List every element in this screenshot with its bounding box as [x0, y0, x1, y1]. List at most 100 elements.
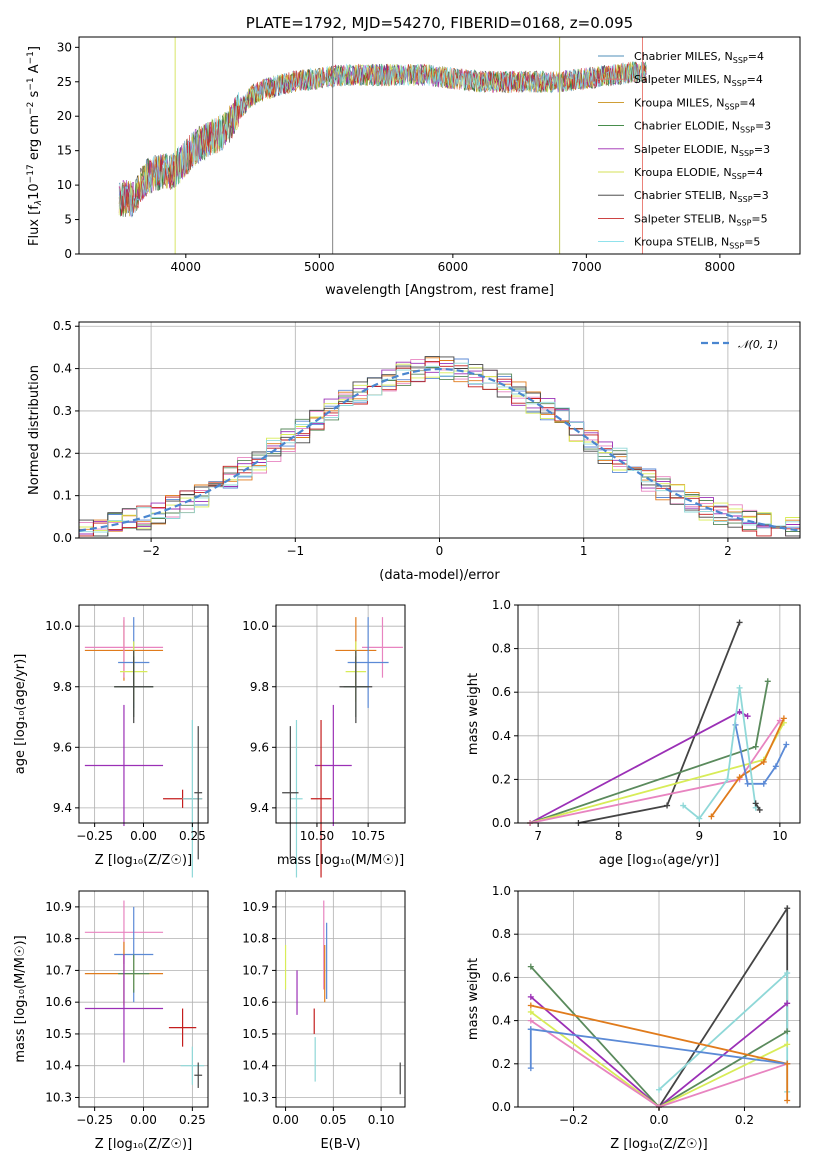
spectrum-y-tick-label: 15	[57, 144, 72, 158]
mwAge-marker	[744, 780, 751, 787]
spectrum-y-tick-label: 5	[64, 213, 72, 227]
mwZ-series-line	[530, 1004, 788, 1065]
mwZ-marker	[784, 1041, 791, 1048]
histogram-series	[79, 362, 800, 533]
ageMass-x-tick-label: 10.50	[300, 829, 334, 843]
residuals-x-tick-label: 1	[580, 544, 588, 558]
mwAge-marker	[736, 684, 743, 691]
mwAge-x-tick-label: 7	[534, 829, 542, 843]
massEbv-y-tick-label: 10.7	[242, 963, 269, 977]
spectrum-x-tick-label: 8000	[705, 260, 736, 274]
mwAge-x-tick-label: 8	[615, 829, 623, 843]
mwZ-marker	[784, 1028, 791, 1035]
residuals-y-tick-label: 0.0	[53, 531, 72, 545]
histogram-series	[79, 360, 800, 537]
mwZ-x-tick-label: −0.2	[559, 1113, 588, 1127]
legend-label: Kroupa ELODIE, NSSP=4	[634, 166, 763, 181]
ageZ-xlabel: Z [log₁₀(Z/Z☉)]	[95, 853, 192, 868]
mwAge-marker	[708, 813, 715, 820]
mwAge-y-tick-label: 0.8	[492, 642, 511, 656]
massEbv-y-tick-label: 10.5	[242, 1027, 269, 1041]
massZ-x-tick-label: 0.00	[130, 1113, 157, 1127]
massEbv-x-tick-label: 0.10	[368, 1113, 395, 1127]
ageZ-x-tick-label: 0.00	[130, 829, 157, 843]
mwZ-marker	[527, 1002, 534, 1009]
legend-label: Chabrier STELIB, NSSP=3	[634, 189, 769, 204]
residuals-y-tick-label: 0.4	[53, 362, 72, 376]
mwAge-marker	[772, 763, 779, 770]
mwZ-series-line	[658, 905, 789, 1108]
ageZ-x-tick-label: −0.25	[76, 829, 113, 843]
spectrum-x-tick-label: 5000	[304, 260, 335, 274]
massZ-y-tick-label: 10.3	[45, 1090, 72, 1104]
spectrum-line	[118, 61, 647, 218]
spectrum-y-tick-label: 0	[64, 247, 72, 261]
mwZ-y-tick-label: 0.8	[492, 927, 511, 941]
mwAge-marker	[764, 678, 771, 685]
massZ-x-tick-label: −0.25	[76, 1113, 113, 1127]
mwZ-marker	[784, 970, 791, 977]
mwZ-marker	[784, 1000, 791, 1007]
mwAge-x-tick-label: 9	[695, 829, 703, 843]
mwAge-axes-frame	[517, 604, 801, 824]
massEbv-x-tick-label: 0.00	[272, 1113, 299, 1127]
spectrum-y-tick-label: 20	[57, 109, 72, 123]
histogram-series	[79, 357, 800, 532]
ageMass-x-tick-label: 10.75	[351, 829, 385, 843]
legend-label: Salpeter MILES, NSSP=4	[634, 73, 763, 88]
mwAge-marker	[783, 741, 790, 748]
ageMass-y-tick-label: 9.8	[250, 680, 269, 694]
residuals-x-tick-label: −2	[142, 544, 160, 558]
mwAge-series-line	[754, 802, 761, 811]
massEbv-y-tick-label: 10.4	[242, 1059, 269, 1073]
spectrum-x-tick-label: 4000	[171, 260, 202, 274]
spectrum-y-tick-label: 10	[57, 178, 72, 192]
mwZ-ylabel: mass weight	[466, 958, 481, 1040]
mwZ-marker	[527, 1065, 534, 1072]
massZ-xlabel: Z [log₁₀(Z/Z☉)]	[95, 1137, 192, 1152]
ageZ-x-tick-label: 0.25	[179, 829, 206, 843]
ageMass-y-tick-label: 9.6	[250, 740, 269, 754]
spectrum-xlabel: wavelength [Angstrom, rest frame]	[325, 283, 554, 298]
residuals-x-tick-label: 0	[436, 544, 444, 558]
mwAge-y-tick-label: 0.6	[492, 685, 511, 699]
residuals-y-tick-label: 0.3	[53, 404, 72, 418]
massZ-y-tick-label: 10.5	[45, 1027, 72, 1041]
mwAge-ylabel: mass weight	[466, 673, 481, 755]
ageZ-y-tick-label: 10.0	[45, 619, 72, 633]
spectrum-y-tick-label: 25	[57, 75, 72, 89]
mwAge-marker	[680, 802, 687, 809]
mwAge-y-tick-label: 0.4	[492, 729, 511, 743]
mwAge-marker	[696, 815, 703, 822]
legend-label: 𝒩(0, 1)	[738, 338, 778, 351]
massEbv-xlabel: E(B-V)	[320, 1137, 360, 1152]
mwAge-marker	[752, 743, 759, 750]
mwAge-x-tick-label: 10	[772, 829, 787, 843]
mwZ-y-tick-label: 1.0	[492, 884, 511, 898]
spectrum-x-tick-label: 6000	[438, 260, 469, 274]
mwZ-marker	[527, 1008, 534, 1015]
mwAge-marker	[736, 708, 743, 715]
mwAge-series-line	[578, 622, 741, 824]
spectrum-x-tick-label: 7000	[571, 260, 602, 274]
mwZ-marker	[527, 993, 534, 1000]
spectrum-title: PLATE=1792, MJD=54270, FIBERID=0168, z=0…	[246, 14, 633, 32]
residuals-ylabel: Normed distribution	[27, 365, 42, 495]
mwAge-marker	[760, 758, 767, 765]
legend-label: Salpeter ELODIE, NSSP=3	[634, 143, 770, 158]
spectrum-ylabel: Flux [fλ10−17 erg cm−2 s−1 A−1]	[26, 46, 44, 246]
massZ-y-tick-label: 10.8	[45, 932, 72, 946]
mwZ-marker	[784, 1097, 791, 1104]
mwZ-y-tick-label: 0.0	[492, 1100, 511, 1114]
mwZ-x-tick-label: 0.0	[649, 1113, 668, 1127]
mwAge-marker	[736, 619, 743, 626]
massEbv-axes-frame	[275, 890, 406, 1108]
mwZ-y-tick-label: 0.2	[492, 1057, 511, 1071]
legend-label: Kroupa MILES, NSSP=4	[634, 96, 756, 111]
massEbv-y-tick-label: 10.8	[242, 932, 269, 946]
gaussian-curve	[78, 367, 801, 532]
massEbv-y-tick-label: 10.6	[242, 995, 269, 1009]
massZ-y-tick-label: 10.6	[45, 995, 72, 1009]
mwZ-series-line	[658, 971, 789, 1092]
mwAge-y-tick-label: 0.2	[492, 772, 511, 786]
